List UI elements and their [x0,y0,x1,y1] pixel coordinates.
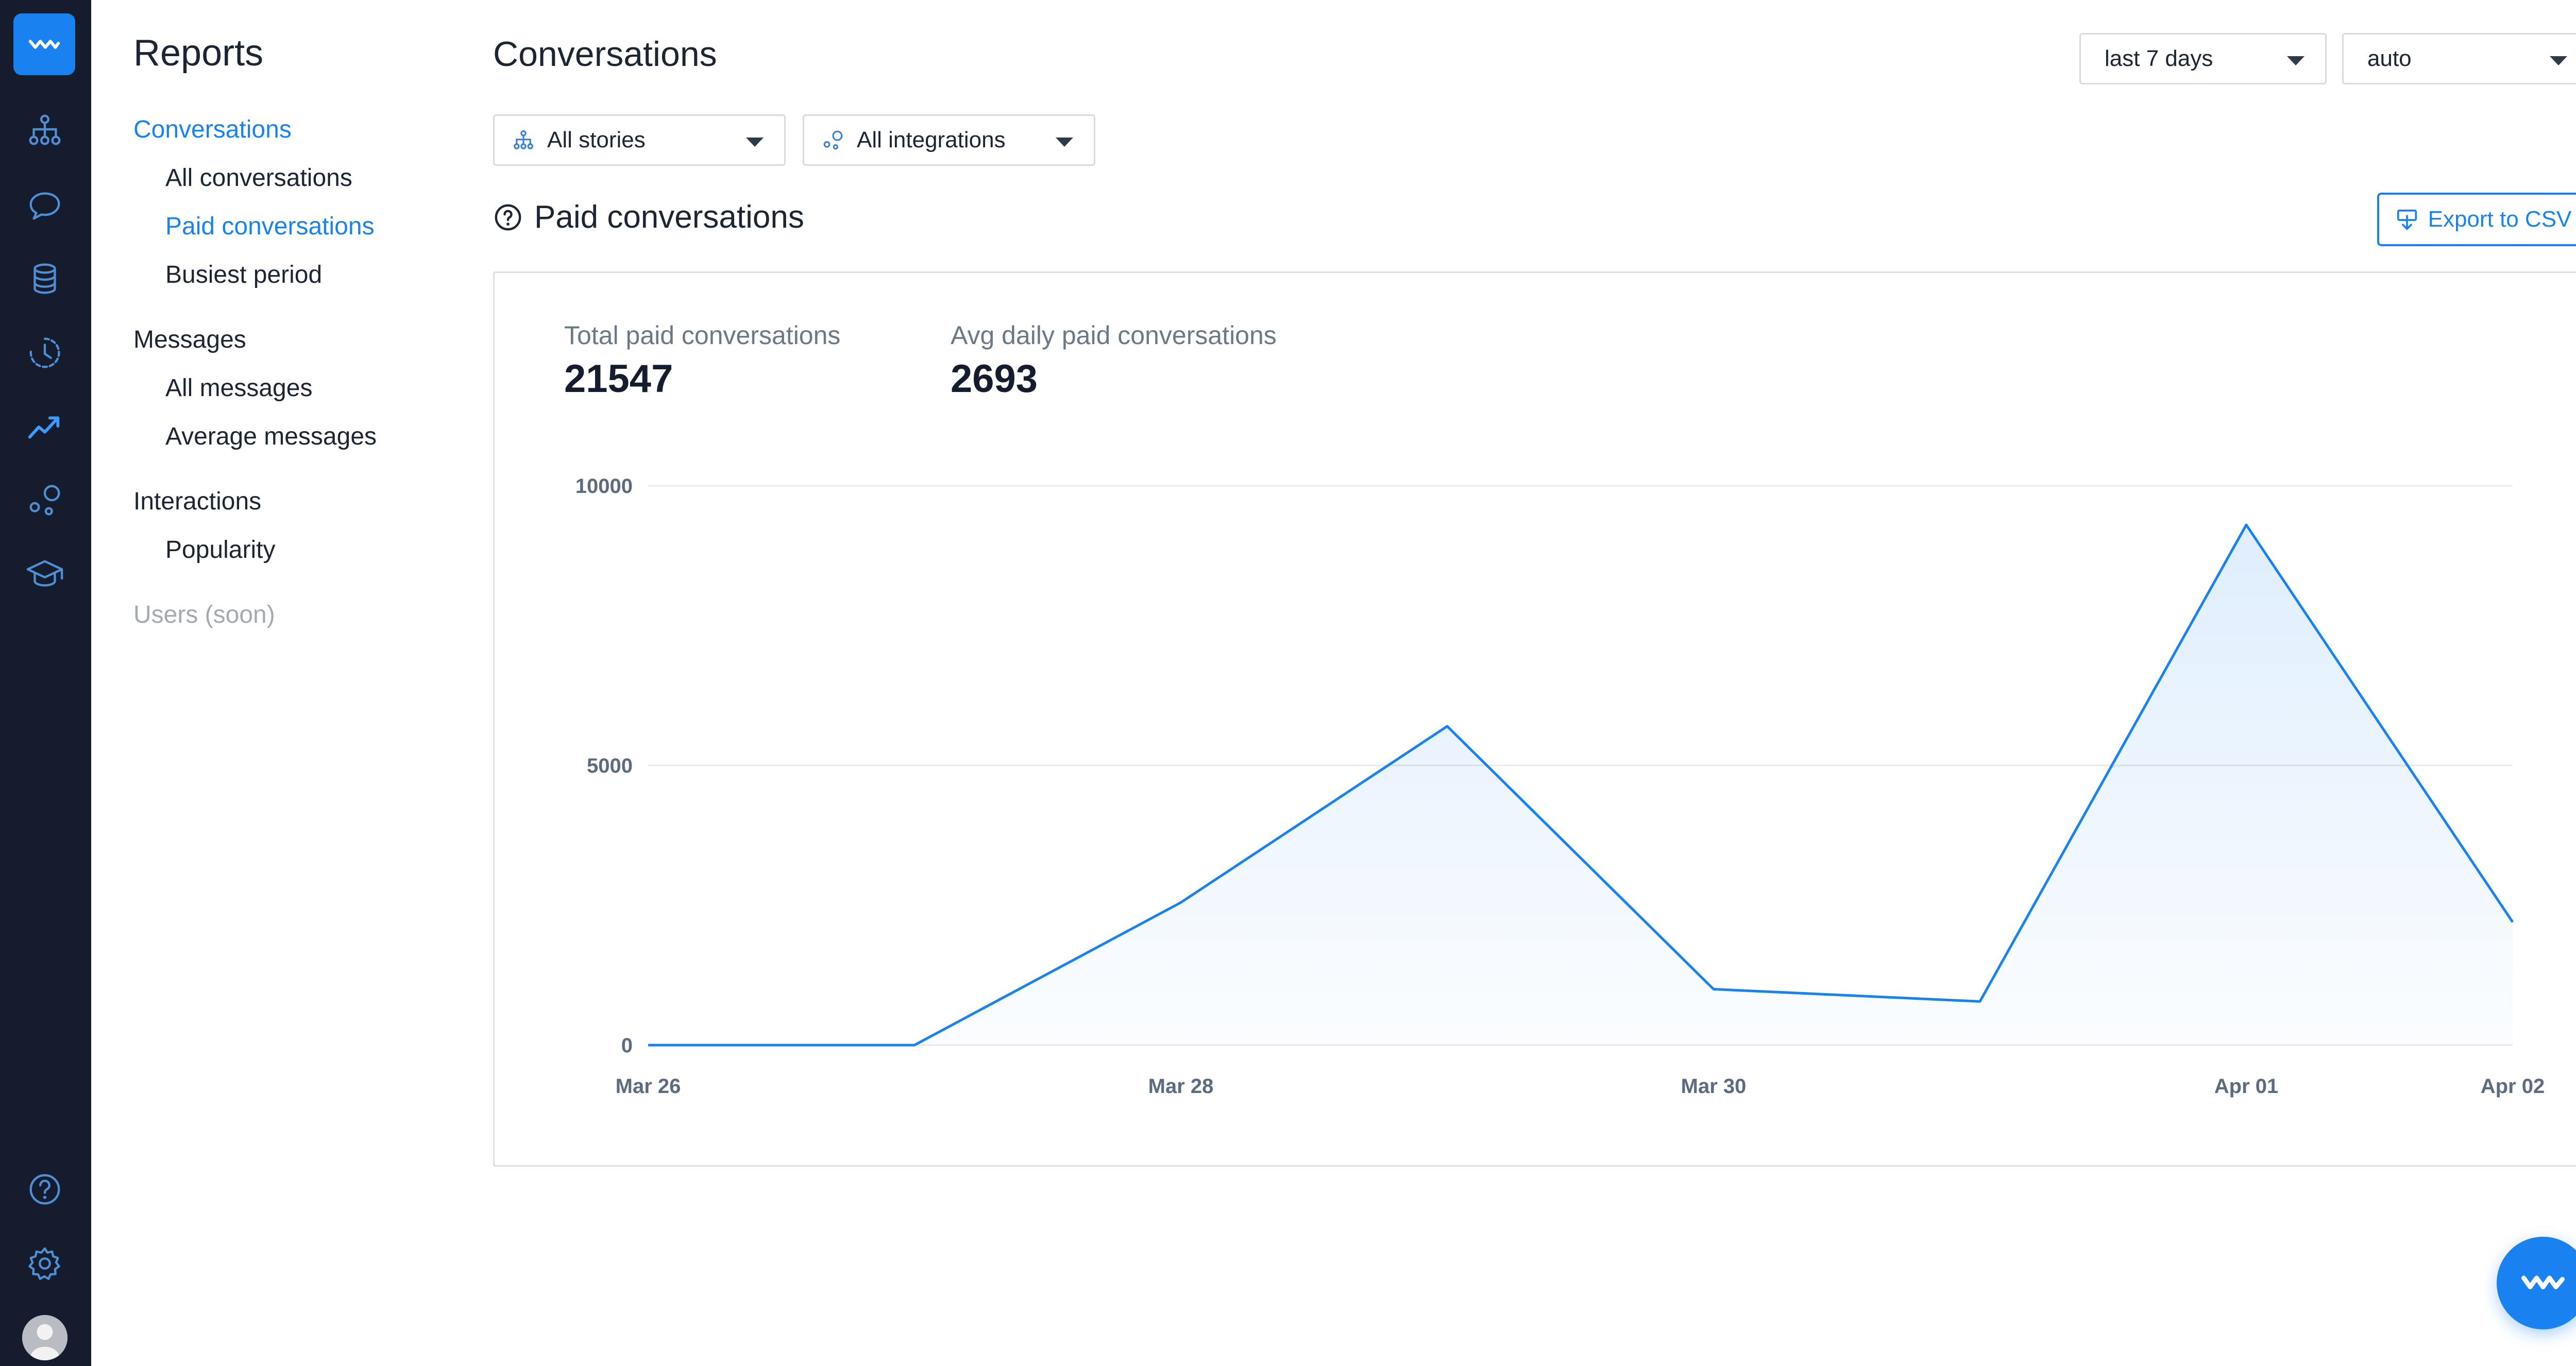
download-icon [2397,209,2417,230]
help-icon[interactable] [493,202,523,232]
chevron-down-icon [1056,138,1073,147]
stories-filter-value: All stories [547,127,646,152]
help-icon[interactable] [25,1169,65,1209]
chevron-down-icon [2287,56,2304,65]
export-csv-label: Export to CSV [2428,207,2572,232]
granularity-select-value: auto [2367,46,2412,71]
period-select-value: last 7 days [2105,46,2213,71]
logo-icon[interactable] [13,13,75,75]
chevron-down-icon [746,138,764,147]
nav-item-popularity[interactable]: Popularity [165,536,276,564]
subnav-title: Reports [133,32,264,74]
chat-launcher-button[interactable] [2497,1237,2576,1329]
kpi-total-label: Total paid conversations [564,321,841,350]
integrations-filter-value: All integrations [857,127,1006,152]
nav-group-conversations[interactable]: Conversations [133,116,292,143]
icon-rail [0,0,91,1366]
avatar[interactable] [22,1315,67,1360]
granularity-select[interactable]: auto [2342,33,2576,84]
section-title: Paid conversations [534,199,804,235]
kpi-avg-value: 2693 [951,357,1038,401]
nav-group-messages[interactable]: Messages [133,326,246,353]
nav-item-all-conversations[interactable]: All conversations [165,164,352,192]
database-icon[interactable] [25,259,65,299]
period-select[interactable]: last 7 days [2079,33,2327,84]
nav-item-all-messages[interactable]: All messages [165,374,313,402]
integrations-icon[interactable] [25,480,65,520]
nav-item-paid-conversations[interactable]: Paid conversations [165,213,375,240]
section-header: Paid conversations [493,199,804,235]
nav-item-busiest-period[interactable]: Busiest period [165,261,323,288]
academy-icon[interactable] [25,554,65,594]
reports-icon[interactable] [25,407,65,447]
stories-icon [514,130,533,149]
history-icon[interactable] [25,333,65,373]
stories-icon[interactable] [25,110,65,150]
nav-item-users-soon: Users (soon) [133,601,275,628]
settings-icon[interactable] [25,1243,65,1284]
export-csv-button[interactable]: Export to CSV [2377,193,2576,246]
stories-filter[interactable]: All stories [493,114,786,166]
chevron-down-icon [2550,56,2567,65]
kpi-avg-label: Avg daily paid conversations [951,321,1277,350]
kpi-total-value: 21547 [564,357,673,401]
integrations-filter[interactable]: All integrations [803,114,1095,166]
reports-subnav: Reports Conversations All conversations … [91,0,488,1366]
page-title: Conversations [493,35,717,74]
chart-panel [493,271,2576,1167]
nav-item-average-messages[interactable]: Average messages [165,423,377,450]
nav-group-interactions[interactable]: Interactions [133,488,262,515]
integrations-icon [823,130,843,150]
chat-icon[interactable] [25,185,65,226]
wave-icon [2521,1275,2565,1289]
